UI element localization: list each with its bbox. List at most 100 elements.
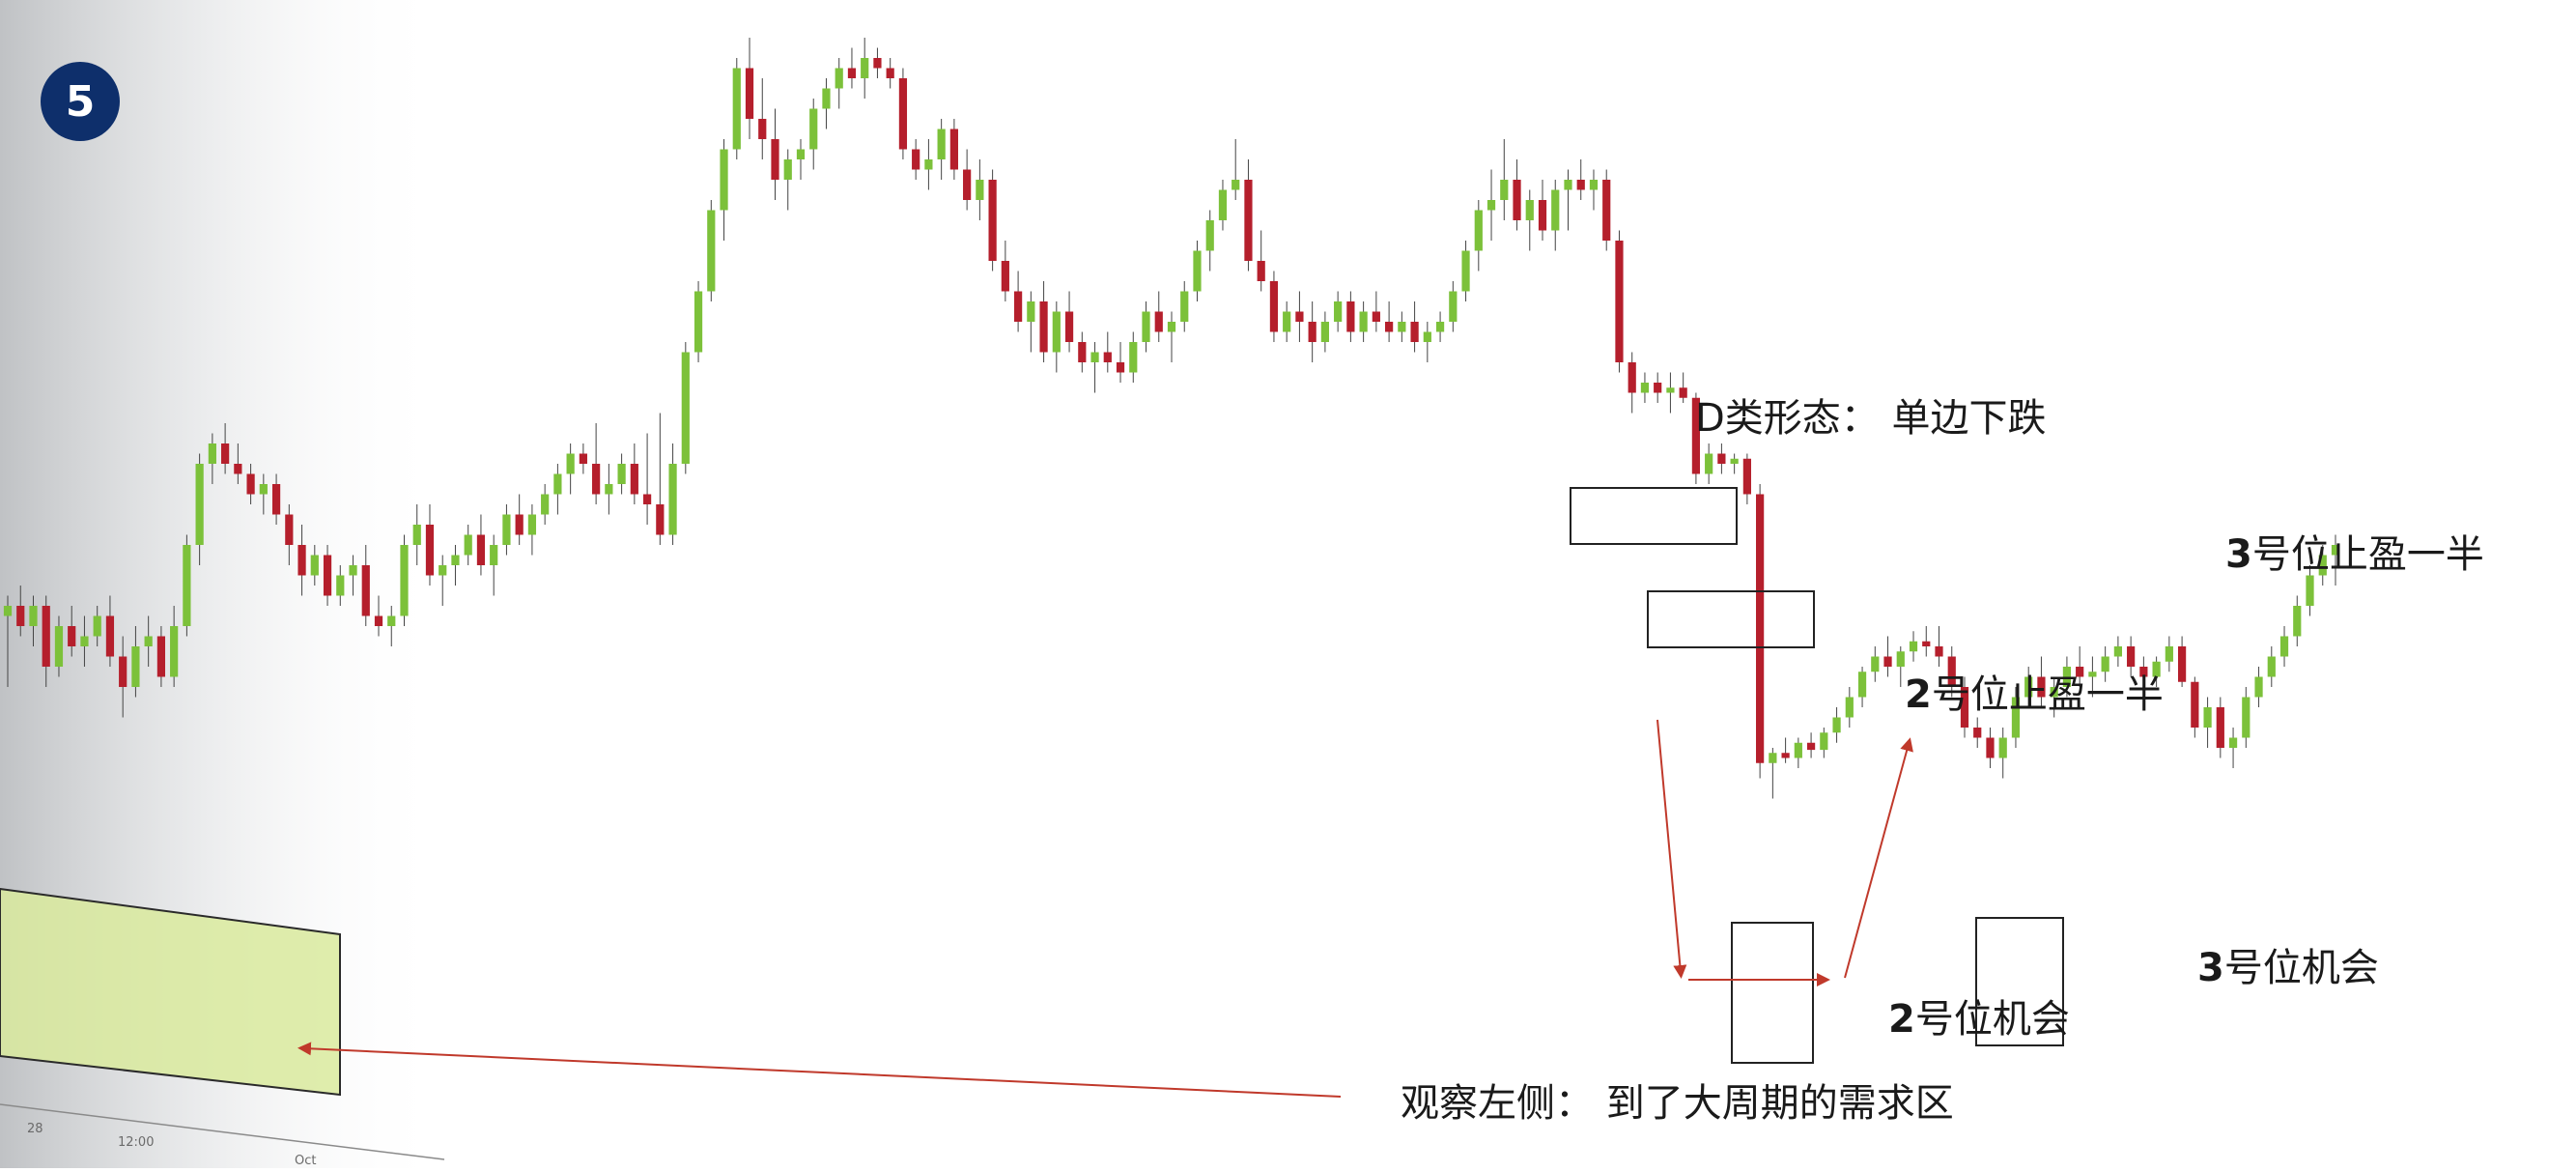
candle-up <box>2088 672 2097 677</box>
candle-down <box>1308 322 1316 342</box>
candle-up <box>1666 387 1675 393</box>
candle-up <box>553 473 562 495</box>
candle-up <box>1205 220 1214 251</box>
candle-up <box>1525 200 1534 220</box>
candle-down <box>1883 656 1892 667</box>
candle-down <box>221 443 230 464</box>
candle-up <box>2165 646 2173 662</box>
candle-up <box>527 514 537 535</box>
candle-down <box>515 514 524 535</box>
candle-up <box>924 159 933 170</box>
candle-up <box>387 615 396 626</box>
candle-down <box>323 555 332 596</box>
candle-up <box>1832 717 1841 733</box>
candle-up <box>1090 352 1099 362</box>
candle-down <box>1295 311 1304 322</box>
candle-down <box>1064 311 1074 342</box>
candle-down <box>271 484 281 515</box>
candle-down <box>579 453 587 464</box>
candle-up <box>1857 672 1867 698</box>
candle-down <box>1756 494 1765 763</box>
candle-up <box>502 514 511 545</box>
candle-up <box>1167 322 1176 332</box>
candle-down <box>2037 676 2046 698</box>
candle-down <box>42 606 50 667</box>
candle-up <box>1474 210 1483 251</box>
candle-up <box>170 626 179 677</box>
opportunity2-label: 2号位机会 <box>1888 997 2070 1042</box>
candle-up <box>1705 453 1713 474</box>
candle-up <box>490 545 498 565</box>
candle-up <box>1896 651 1905 667</box>
candle-up <box>2254 676 2263 698</box>
candle-down <box>886 68 894 78</box>
candle-up <box>208 443 216 464</box>
candle-up <box>720 149 728 211</box>
opportunity3-label: 3号位机会 <box>2197 946 2379 990</box>
x-axis-line <box>0 1103 445 1160</box>
candle-down <box>1691 397 1701 474</box>
candle-up <box>1820 732 1828 751</box>
candle-down <box>1372 311 1380 322</box>
candle-up <box>144 636 153 646</box>
consolidation-box-1 <box>1570 487 1738 545</box>
candle-up <box>694 291 703 353</box>
candle-up <box>54 626 64 667</box>
candle-up <box>1998 737 2007 758</box>
candle-down <box>1116 362 1125 373</box>
candle-down <box>1806 742 1816 751</box>
candle-down <box>1742 458 1751 495</box>
candle-up <box>1334 301 1343 322</box>
candle-down <box>1346 301 1355 332</box>
candle-up <box>835 68 843 89</box>
candle-up <box>464 534 472 556</box>
candle-up <box>183 545 191 626</box>
candle-down <box>476 534 486 565</box>
candle-up <box>1283 311 1291 332</box>
candle-down <box>1717 453 1726 464</box>
candle-up <box>707 210 716 292</box>
candle-up <box>796 149 806 159</box>
candle-up <box>1640 383 1650 393</box>
candle-down <box>1013 291 1023 322</box>
candle-down <box>1039 301 1048 353</box>
candle-up <box>2279 636 2289 657</box>
candle-up <box>1589 180 1599 190</box>
candle-up <box>3 606 13 616</box>
pattern-label: D类形态： 单边下跌 <box>1695 396 2047 441</box>
candle-up <box>412 525 421 545</box>
candle-up <box>310 555 319 576</box>
candle-up <box>937 129 946 159</box>
candle-up <box>2050 687 2058 698</box>
candle-down <box>2177 646 2187 682</box>
candle-up <box>783 159 792 180</box>
candle-up <box>2062 667 2072 687</box>
candle-down <box>630 464 638 495</box>
candle-up <box>2318 555 2327 576</box>
candle-up <box>29 606 38 626</box>
candle-up <box>1423 331 1431 342</box>
candle-down <box>1986 737 1995 758</box>
candle-down <box>425 525 435 576</box>
candle-down <box>771 139 779 180</box>
candle-down <box>1781 753 1790 758</box>
candle-up <box>80 636 89 646</box>
candle-up <box>1769 753 1777 763</box>
candle-up <box>2011 697 2021 738</box>
candle-up <box>349 565 357 576</box>
candle-down <box>2216 707 2224 748</box>
step-badge <box>41 62 120 141</box>
step-badge-number: 5 <box>66 77 96 127</box>
candle-down <box>156 636 166 677</box>
candle-up <box>1794 742 1802 758</box>
candle-down <box>912 149 920 170</box>
candle-up <box>1564 180 1572 190</box>
candle-down <box>642 494 652 504</box>
candle-down <box>361 565 370 616</box>
candle-down <box>2139 667 2148 677</box>
candle-up <box>732 68 741 150</box>
candle-up <box>2242 697 2250 738</box>
candle-down <box>949 129 958 170</box>
candle-down <box>1269 281 1279 332</box>
